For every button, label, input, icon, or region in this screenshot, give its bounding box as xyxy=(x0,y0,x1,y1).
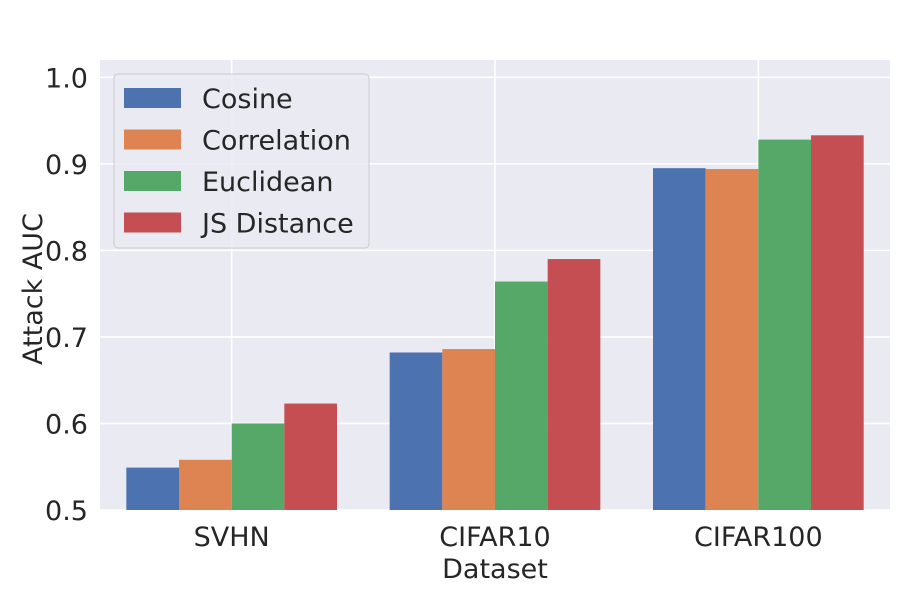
bar-correlation-svhn xyxy=(179,459,232,510)
legend-swatch xyxy=(124,88,181,108)
y-tick-label: 0.5 xyxy=(45,496,88,527)
y-tick-label: 0.7 xyxy=(45,323,88,354)
bar-cosine-cifar100 xyxy=(653,168,706,510)
legend: Cosine Correlation Euclidean JS Distance xyxy=(113,73,370,249)
x-axis-ticks: SVHN CIFAR10 CIFAR100 xyxy=(194,522,823,553)
bar-correlation-cifar10 xyxy=(442,349,495,510)
legend-label: Euclidean xyxy=(202,167,333,198)
bars xyxy=(126,135,864,511)
y-axis-ticks: 0.5 0.6 0.7 0.8 0.9 1.0 xyxy=(45,63,88,527)
y-tick-label: 0.9 xyxy=(45,150,88,181)
bar-cosine-cifar10 xyxy=(389,352,443,510)
bar-js-distance-svhn xyxy=(284,403,337,510)
legend-label: Cosine xyxy=(202,84,293,115)
bar-js-distance-cifar10 xyxy=(547,259,601,510)
bar-euclidean-svhn xyxy=(231,423,285,510)
x-tick-label: CIFAR100 xyxy=(694,522,823,553)
y-axis-title: Attack AUC xyxy=(18,213,49,365)
bar-euclidean-cifar10 xyxy=(495,281,548,510)
bar-cosine-svhn xyxy=(126,467,179,510)
legend-swatch xyxy=(124,171,181,191)
y-tick-label: 0.8 xyxy=(45,236,88,267)
legend-swatch xyxy=(124,212,181,233)
legend-box xyxy=(113,73,370,249)
x-tick-label: CIFAR10 xyxy=(439,522,550,553)
legend-swatch xyxy=(124,129,181,150)
x-axis-title: Dataset xyxy=(442,554,548,585)
y-tick-label: 0.6 xyxy=(45,409,88,440)
bar-correlation-cifar100 xyxy=(705,169,759,511)
legend-label: JS Distance xyxy=(200,209,354,240)
y-tick-label: 1.0 xyxy=(45,63,88,94)
x-tick-label: SVHN xyxy=(194,522,270,553)
bar-euclidean-cifar100 xyxy=(758,139,811,510)
bar-js-distance-cifar100 xyxy=(811,135,864,511)
legend-label: Correlation xyxy=(202,126,351,157)
